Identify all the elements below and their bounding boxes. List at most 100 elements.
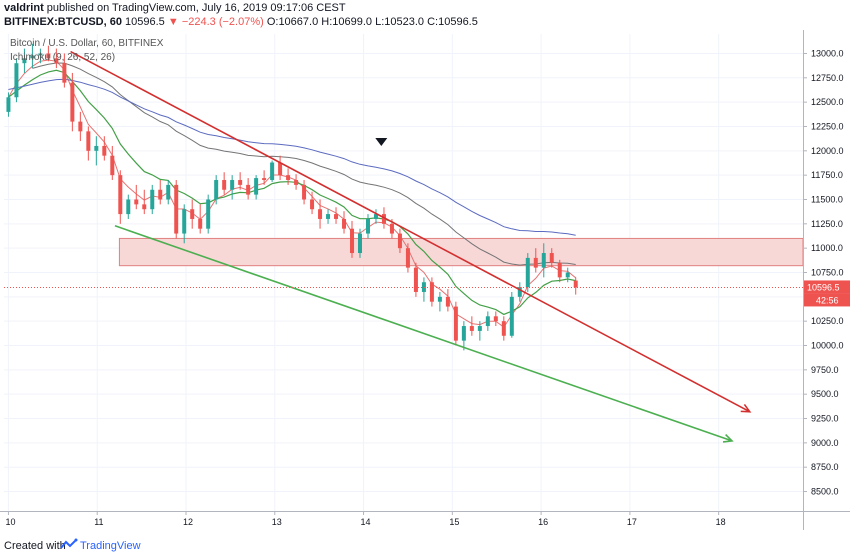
candle-body <box>397 233 402 249</box>
candle-body <box>278 162 283 176</box>
candle-body <box>469 326 474 331</box>
y-tick-label: 12250.0 <box>811 121 844 131</box>
candle-body <box>46 53 51 59</box>
candle-body <box>70 82 75 122</box>
candle-body <box>182 209 187 234</box>
author-name[interactable]: valdrint <box>4 2 44 14</box>
candle-body <box>222 180 227 190</box>
candle-body <box>405 248 410 268</box>
candle-body <box>190 209 195 219</box>
last-price-badge <box>804 280 850 294</box>
chart-area[interactable]: 13000.0 12750.0 12500.0 12250.0 12000.0 11750… <box>0 30 850 530</box>
candle-body <box>270 162 275 181</box>
candle-body <box>54 58 59 64</box>
candle-body <box>102 145 107 156</box>
slow-ma-line <box>8 69 576 316</box>
candle-body <box>453 306 458 341</box>
candle-body <box>326 214 331 219</box>
candle-body <box>477 326 482 331</box>
candle-body <box>302 184 307 200</box>
candle-body <box>310 199 315 210</box>
candle-body <box>365 218 370 234</box>
y-tick-label: 8500.0 <box>811 487 839 497</box>
candle-body <box>541 253 546 268</box>
candle-body <box>86 131 91 151</box>
candle-body <box>533 257 538 268</box>
header-bar: valdrint published on TradingView.com, J… <box>0 0 850 30</box>
y-tick-label: 9750.0 <box>811 365 839 375</box>
candle-body <box>421 282 426 292</box>
x-tick-label: 11 <box>94 517 103 527</box>
last-price-label: 10596.5 <box>807 282 840 292</box>
x-tick-label: 14 <box>361 517 371 527</box>
candle-body <box>413 267 418 292</box>
candle-body <box>230 180 235 190</box>
candle-body <box>294 180 299 185</box>
candle-body <box>62 63 67 83</box>
fast-ma-line <box>7 59 577 328</box>
y-tick-label: 9500.0 <box>811 389 839 399</box>
low-value: L:10523.0 <box>375 16 425 28</box>
y-tick-label: 12500.0 <box>811 97 844 107</box>
resistance-trendline <box>70 50 751 413</box>
candle-body <box>262 178 267 181</box>
y-tick-label: 11250.0 <box>811 219 843 229</box>
y-tick-label: 11000.0 <box>811 243 843 253</box>
candle-body <box>549 253 554 263</box>
candle-body <box>501 321 506 336</box>
footer: Created with TradingView <box>0 534 850 558</box>
quote-line: BITFINEX:BTCUSD, 60 10596.5 ▼ −224.3 (−2… <box>4 16 478 28</box>
x-tick-label: 17 <box>627 517 637 527</box>
countdown-label: 42:56 <box>816 295 839 305</box>
open-value: O:10667.0 <box>266 16 319 28</box>
indicator-title: Ichimoku (9, 26, 52, 26) <box>10 52 116 63</box>
y-tick-label: 12000.0 <box>811 146 844 156</box>
resistance-zone <box>118 237 804 267</box>
support-trendline <box>114 225 733 442</box>
x-tick-label: 13 <box>272 517 282 527</box>
countdown-badge <box>804 293 850 307</box>
candle-body <box>334 214 339 219</box>
candle-body <box>493 316 498 322</box>
candle-body <box>142 204 147 210</box>
x-tick-label: 16 <box>538 517 548 527</box>
candle-body <box>14 63 19 98</box>
candle-body <box>78 121 83 132</box>
candle-body <box>206 199 211 229</box>
candle-body <box>30 55 35 59</box>
candle-body <box>22 58 27 64</box>
price-chart[interactable]: 13000.0 12750.0 12500.0 12250.0 12000.0 11750… <box>0 30 850 530</box>
candle-body <box>357 233 362 254</box>
resistance-trendline-arrowhead <box>740 403 752 413</box>
x-tick-label: 12 <box>183 517 193 527</box>
y-tick-label: 11500.0 <box>811 194 843 204</box>
candle-body <box>110 155 115 176</box>
candle-body <box>134 199 139 205</box>
candle-body <box>38 53 43 56</box>
y-tick-label: 9000.0 <box>811 438 839 448</box>
candle-body <box>198 218 203 229</box>
long-ma-line-2 <box>8 78 576 236</box>
candle-body <box>461 326 466 341</box>
down-arrow-icon: ▼ <box>167 16 179 28</box>
x-tick-label: 18 <box>716 517 726 527</box>
publish-text: published on TradingView.com, July 16, 2… <box>46 2 346 14</box>
candle-body <box>485 316 490 327</box>
candle-body <box>174 184 179 234</box>
y-tick-label: 8750.0 <box>811 462 839 472</box>
candle-body <box>389 223 394 234</box>
y-tick-label: 10750.0 <box>811 268 844 278</box>
candle-body <box>6 97 11 112</box>
tradingview-brand[interactable]: TradingView <box>80 540 141 552</box>
y-tick-label: 12750.0 <box>811 73 844 83</box>
symbol-label: BITFINEX:BTCUSD, 60 <box>4 16 122 28</box>
y-tick-label: 10250.0 <box>811 316 844 326</box>
close-value: C:10596.5 <box>427 16 478 28</box>
candle-body <box>126 199 131 215</box>
candle-body <box>118 175 123 215</box>
y-tick-label: 9250.0 <box>811 414 839 424</box>
candle-body <box>517 287 522 297</box>
candle-body <box>445 296 450 307</box>
candle-body <box>573 280 578 288</box>
candle-body <box>214 180 219 200</box>
